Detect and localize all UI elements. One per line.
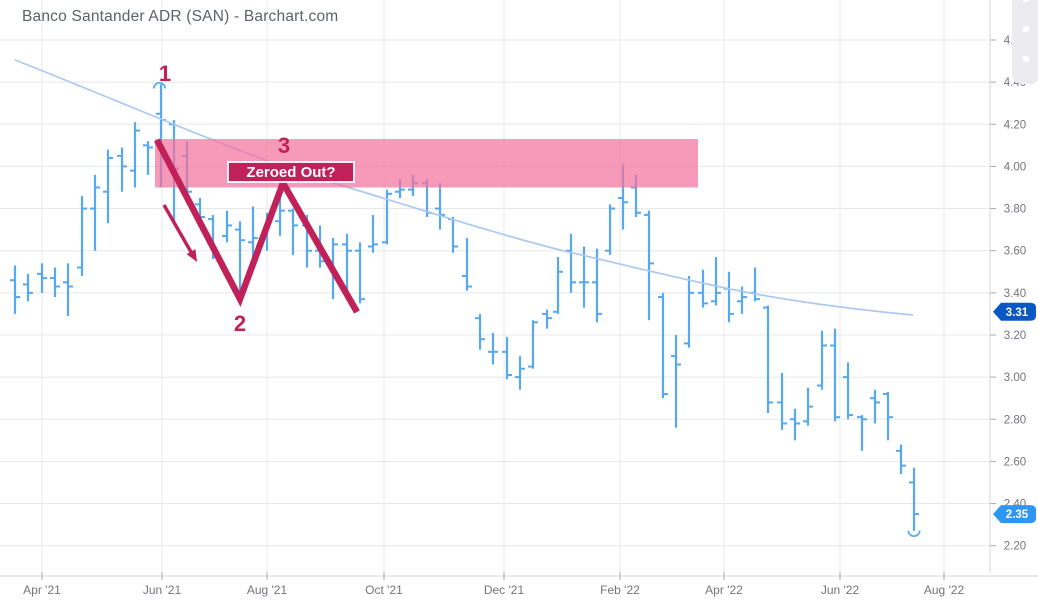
price-badge-value: 3.31 (1006, 307, 1029, 319)
y-axis-label: 2.80 (1004, 414, 1026, 426)
x-axis-label: Jun '22 (821, 583, 860, 597)
x-axis-label: Jun '21 (143, 583, 182, 597)
price-badge-value: 2.35 (1006, 509, 1029, 521)
y-axis-label: 3.00 (1004, 372, 1026, 384)
chart-toolbar[interactable] (1012, 0, 1038, 84)
y-axis-label: 3.80 (1004, 204, 1026, 216)
wave-zigzag-annotation[interactable] (154, 138, 360, 314)
trendline (14, 59, 914, 316)
x-axis-label: Oct '21 (365, 583, 403, 597)
y-axis-label: 3.40 (1004, 288, 1026, 300)
x-axis-label: Aug '22 (924, 583, 965, 597)
y-axis-label: 3.60 (1004, 246, 1026, 258)
callout-label-box[interactable] (227, 161, 355, 183)
x-axis-label: Feb '22 (600, 583, 640, 597)
arrow-head-icon (186, 249, 197, 262)
y-axis-label: 4.20 (1004, 119, 1026, 131)
chart-title: Banco Santander ADR (SAN) - Barchart.com (22, 8, 339, 25)
price-badge-latest-low (993, 505, 1036, 524)
callout-label-text: Zeroed Out? (246, 164, 335, 181)
wave-number-label[interactable]: 1 (159, 61, 171, 86)
x-axis-label: Apr '21 (23, 583, 61, 597)
x-axis-label: Aug '21 (247, 583, 288, 597)
x-axis-label: Apr '22 (705, 583, 743, 597)
wave-number-label[interactable]: 3 (278, 133, 290, 158)
high-marker-arc-icon (152, 81, 167, 89)
low-marker-arc-icon (907, 530, 921, 538)
y-axis-label: 4.00 (1004, 161, 1026, 173)
y-axis-label: 3.20 (1004, 330, 1026, 342)
x-axis-label: Dec '21 (484, 583, 525, 597)
y-axis-label: 2.60 (1004, 456, 1026, 468)
toolbar-glyph (1023, 56, 1029, 62)
price-badge-last-close (993, 302, 1036, 321)
toolbar-glyph (1023, 0, 1029, 2)
toolbar-glyph (1023, 26, 1029, 32)
arrow-annotation[interactable] (162, 204, 193, 253)
wave-number-label[interactable]: 2 (234, 311, 246, 336)
y-axis-label: 2.20 (1004, 541, 1026, 553)
